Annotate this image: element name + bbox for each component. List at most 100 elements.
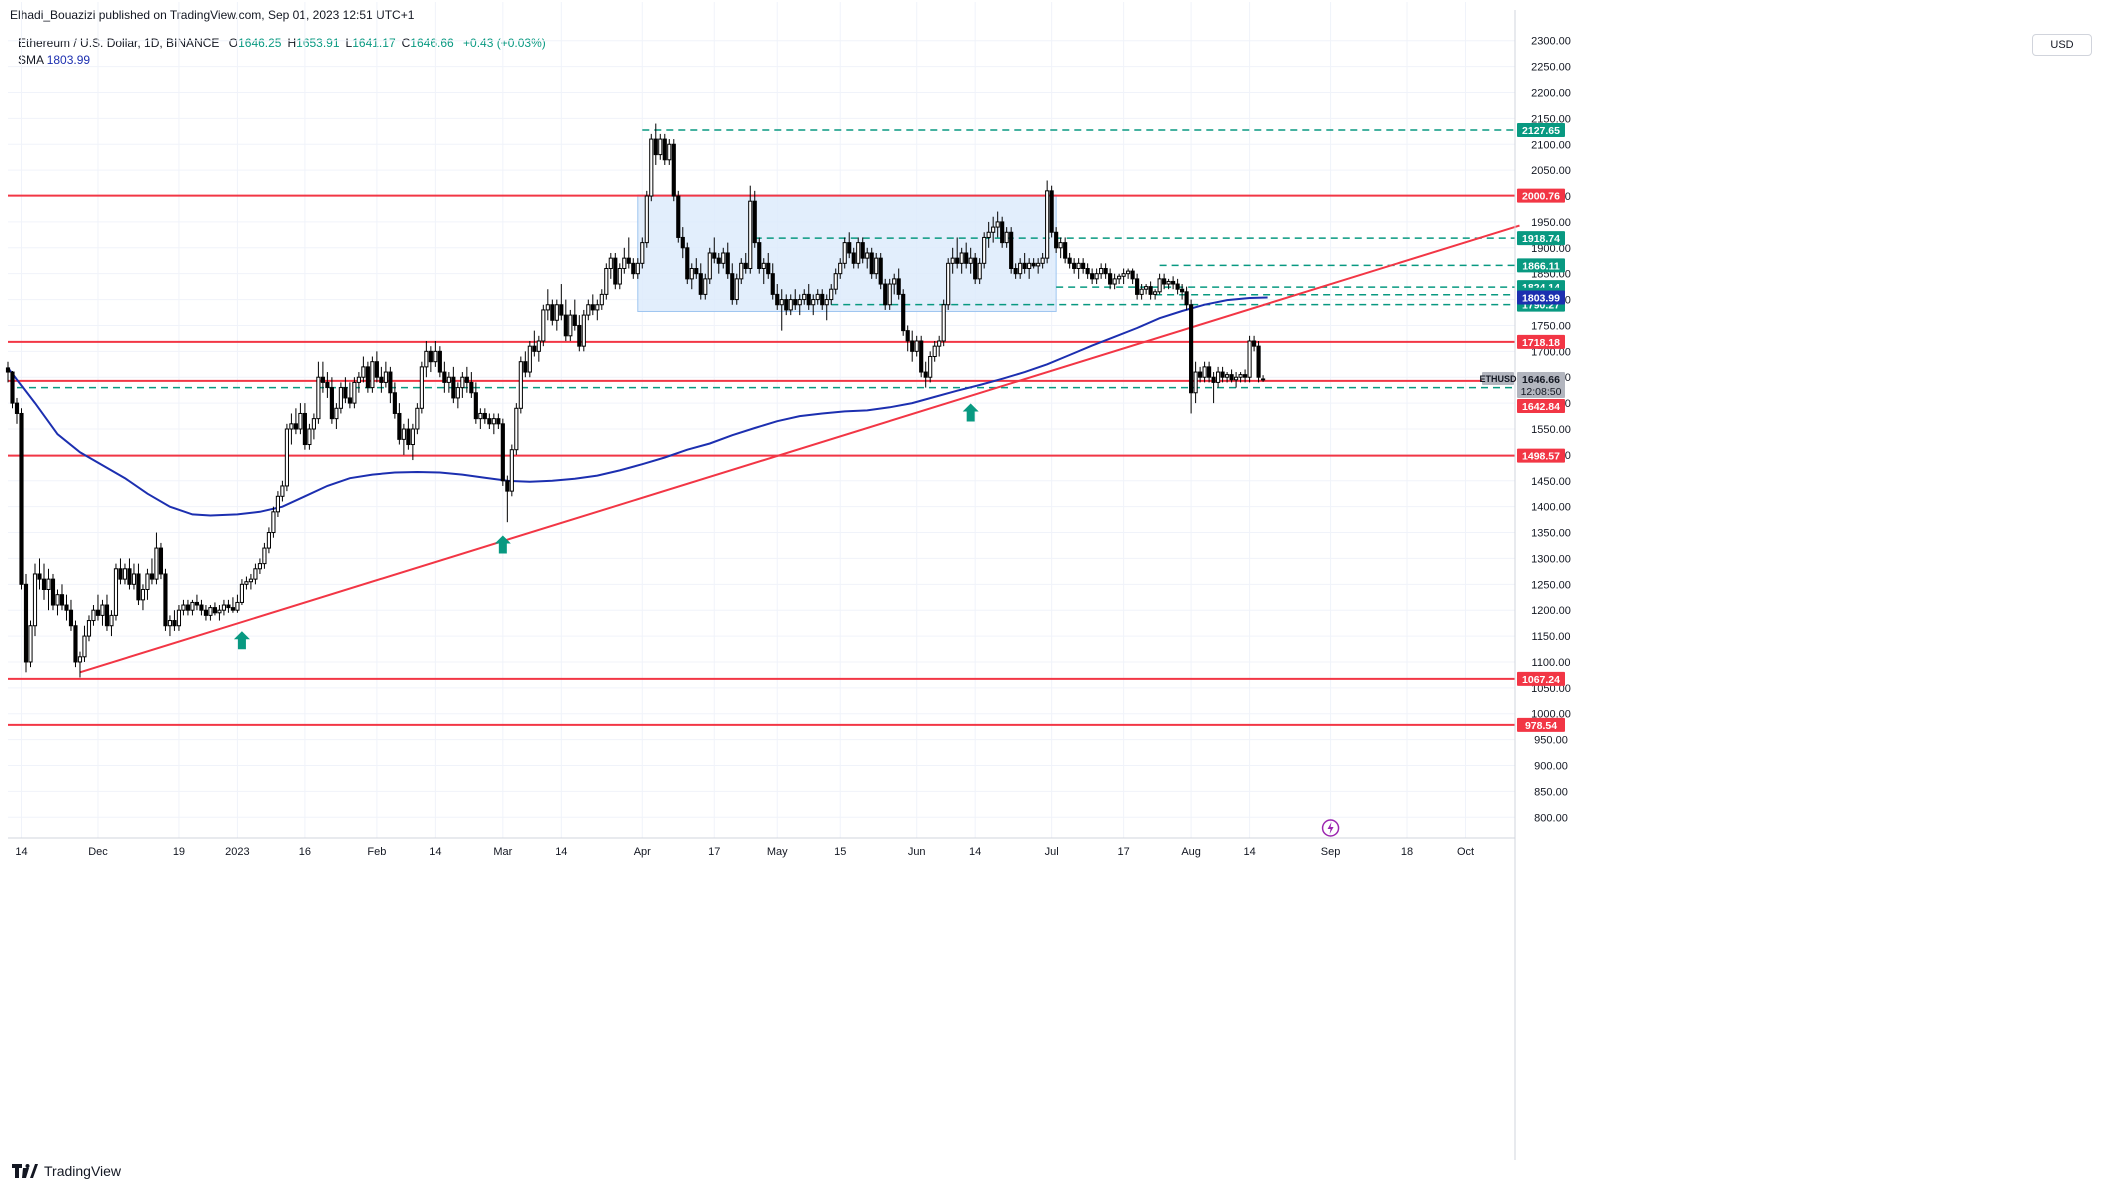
candle [1081,258,1086,274]
candle-body-up [658,138,663,156]
candle [383,361,388,388]
price-chart[interactable]: 800.00850.00900.00950.001000.001050.0011… [0,0,2106,1160]
candle-body-down [487,418,492,425]
candle [136,563,141,606]
candle [806,284,811,310]
consolidation-rectangle[interactable] [637,194,1057,312]
trendline[interactable] [79,224,1520,674]
candle [226,599,231,613]
candle-body-up [802,293,807,301]
symbol-title[interactable]: Ethereum / U.S. Dollar, 1D, BINANCE [18,36,220,50]
candle-body-down [1171,280,1176,285]
candle [676,190,681,243]
candle [869,247,874,279]
up-arrow-icon[interactable] [494,535,511,554]
candle [64,594,69,621]
candle-body-down [626,257,631,264]
level-tag-box [1517,231,1565,246]
candle-body-up [536,340,541,352]
time-tick-label: 14 [969,846,981,858]
horizontal-levels[interactable] [8,129,1515,726]
candle-body-down [194,601,200,606]
candle-body-down [1067,257,1072,264]
candle [914,335,919,357]
candle-body-up [595,304,600,311]
up-arrow-icon[interactable] [233,631,250,650]
currency-button[interactable]: USD [2032,34,2092,56]
candle [1211,372,1216,404]
up-arrow-icon[interactable] [962,403,979,422]
ohlc-value: 1646.25 [238,36,282,50]
candle [631,258,636,279]
candle-body-down [743,262,748,270]
candle [379,366,384,393]
candle-body-up [478,412,483,420]
support-arrows[interactable] [233,403,979,650]
candle [140,584,146,611]
candle [91,605,96,626]
candle-body-up [703,278,708,295]
candle-body-up [689,268,694,280]
candle-body-down [1049,190,1054,233]
candle-body-up [140,588,146,601]
candle-body-up [761,262,766,270]
sma-polyline[interactable] [7,296,1268,517]
price-tick-label: 2150.00 [1531,113,1571,125]
candle-body-up [154,547,159,580]
candle-body-up [1234,376,1239,381]
candle [410,423,415,461]
level-tag-text: 1718.18 [1522,337,1560,349]
candle [109,610,114,637]
candle [653,123,658,165]
candle-body-down [901,293,906,332]
candle [253,563,258,585]
candle-body-up [545,304,550,311]
candle [1072,258,1077,274]
candle [428,346,433,373]
candle [329,377,334,424]
candle-body-down [1135,278,1140,295]
candle [131,563,137,590]
candle [248,573,253,590]
candle-body-down [1162,278,1167,285]
candle-body-down [752,200,757,244]
candle [86,615,92,642]
candle [941,299,946,347]
level-tag: 2127.65 [1517,122,1565,137]
lightning-icon[interactable] [1321,819,1340,837]
candle-body-down [95,609,101,616]
candle-body-down [1175,283,1180,290]
candle [896,268,901,300]
candle-body-up [644,195,649,244]
price-tick-label: 1950.00 [1531,217,1571,229]
candle-body-up [941,304,946,342]
candle [5,361,11,383]
candle-body-down [806,293,811,306]
price-tick-label: 1000.00 [1531,709,1571,721]
candle-body-up [986,231,991,238]
candle [1040,252,1045,269]
candle-body-down [572,314,577,326]
candle-body-down [1207,366,1212,378]
consolidation-zone[interactable] [637,194,1057,312]
time-tick-label: Feb [367,846,386,858]
candle-body-down [869,252,874,275]
sma-line[interactable] [7,296,1268,517]
candle-body-down [577,324,582,347]
candle-body-up [1247,340,1252,378]
sma-label[interactable]: SMA [18,53,44,67]
time-tick-label: 16 [299,846,311,858]
sma-tag-text: 1803.99 [1522,293,1560,305]
candle-body-down [725,252,730,275]
candle [388,366,393,404]
ascending-trendline[interactable] [79,224,1520,674]
level-tag-box [1517,448,1565,463]
level-tag-text: 1866.11 [1522,260,1560,272]
level-tag: 2000.76 [1517,188,1565,203]
candle [478,408,483,429]
tradingview-logo[interactable]: TradingView [12,1158,121,1179]
candle [1202,361,1207,383]
candle-body-up [838,262,843,275]
candle [208,605,213,621]
candle-body-up [640,242,645,264]
